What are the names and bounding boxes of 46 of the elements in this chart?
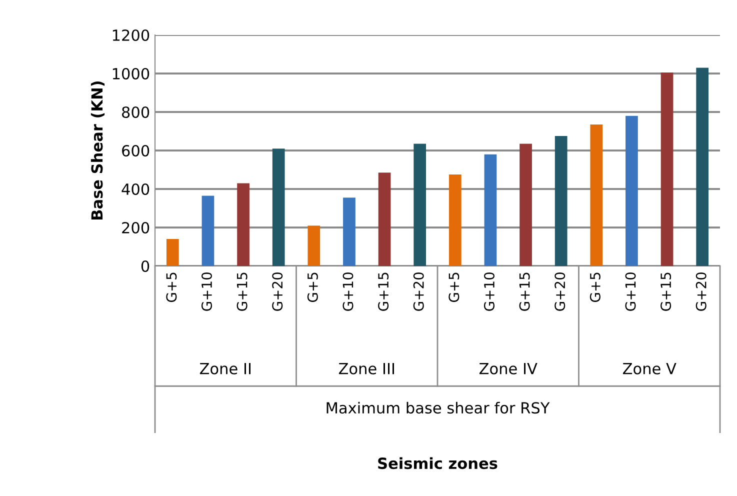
y-tick-label: 400 (122, 183, 150, 196)
bar (202, 196, 214, 266)
y-axis-title: Base Shear (KN) (90, 81, 105, 220)
x-tick-label: G+5 (307, 272, 318, 302)
text: Zone III (338, 363, 394, 374)
bar (660, 72, 674, 266)
bar (308, 226, 320, 266)
x-tick-label: G+5 (590, 272, 600, 302)
bar (626, 116, 638, 266)
x-tick-label: G+20 (554, 272, 566, 311)
bar (554, 136, 568, 266)
x-tick-label: G+10 (342, 272, 354, 311)
bar (166, 239, 179, 266)
x-tick-label: G+15 (519, 272, 530, 311)
bar (414, 144, 426, 266)
text: Zone IV (479, 363, 538, 374)
text: Maximum base shear for RSY (326, 402, 550, 414)
y-tick-label: 1000 (112, 68, 150, 80)
bar (378, 172, 391, 266)
y-tick-label: 800 (122, 106, 150, 118)
x-tick-label: G+5 (448, 272, 460, 302)
x-tick-label: G+10 (625, 272, 636, 311)
y-tick-label: 1200 (112, 29, 150, 42)
x-tick-label: G+5 (166, 272, 177, 302)
x-tick-label: G+20 (696, 272, 706, 311)
bar (272, 148, 285, 266)
bar (590, 124, 603, 266)
y-tick-label: 0 (141, 260, 150, 272)
x-tick-label: G+10 (484, 272, 494, 311)
x-tick-label: G+15 (660, 272, 672, 311)
y-tick-label: 200 (122, 222, 150, 234)
x-tick-label: G+10 (201, 272, 212, 311)
x-tick-label: G+15 (236, 272, 248, 311)
bar (343, 198, 356, 266)
bar (520, 144, 532, 266)
x-tick-label: G+20 (413, 272, 424, 311)
text: Zone II (200, 363, 251, 374)
bar (237, 183, 250, 266)
y-tick-label: 600 (122, 144, 150, 157)
bar (484, 154, 497, 266)
bar (696, 68, 709, 266)
bar (448, 174, 462, 266)
text: Seismic zones (378, 457, 498, 470)
x-tick-label: G+20 (272, 272, 283, 311)
text: Zone V (622, 363, 676, 374)
x-tick-label: G+15 (378, 272, 389, 311)
